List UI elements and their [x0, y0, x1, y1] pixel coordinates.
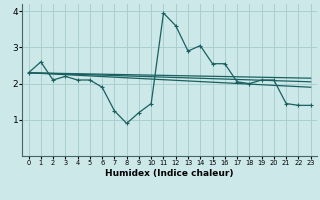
X-axis label: Humidex (Indice chaleur): Humidex (Indice chaleur) [105, 169, 234, 178]
